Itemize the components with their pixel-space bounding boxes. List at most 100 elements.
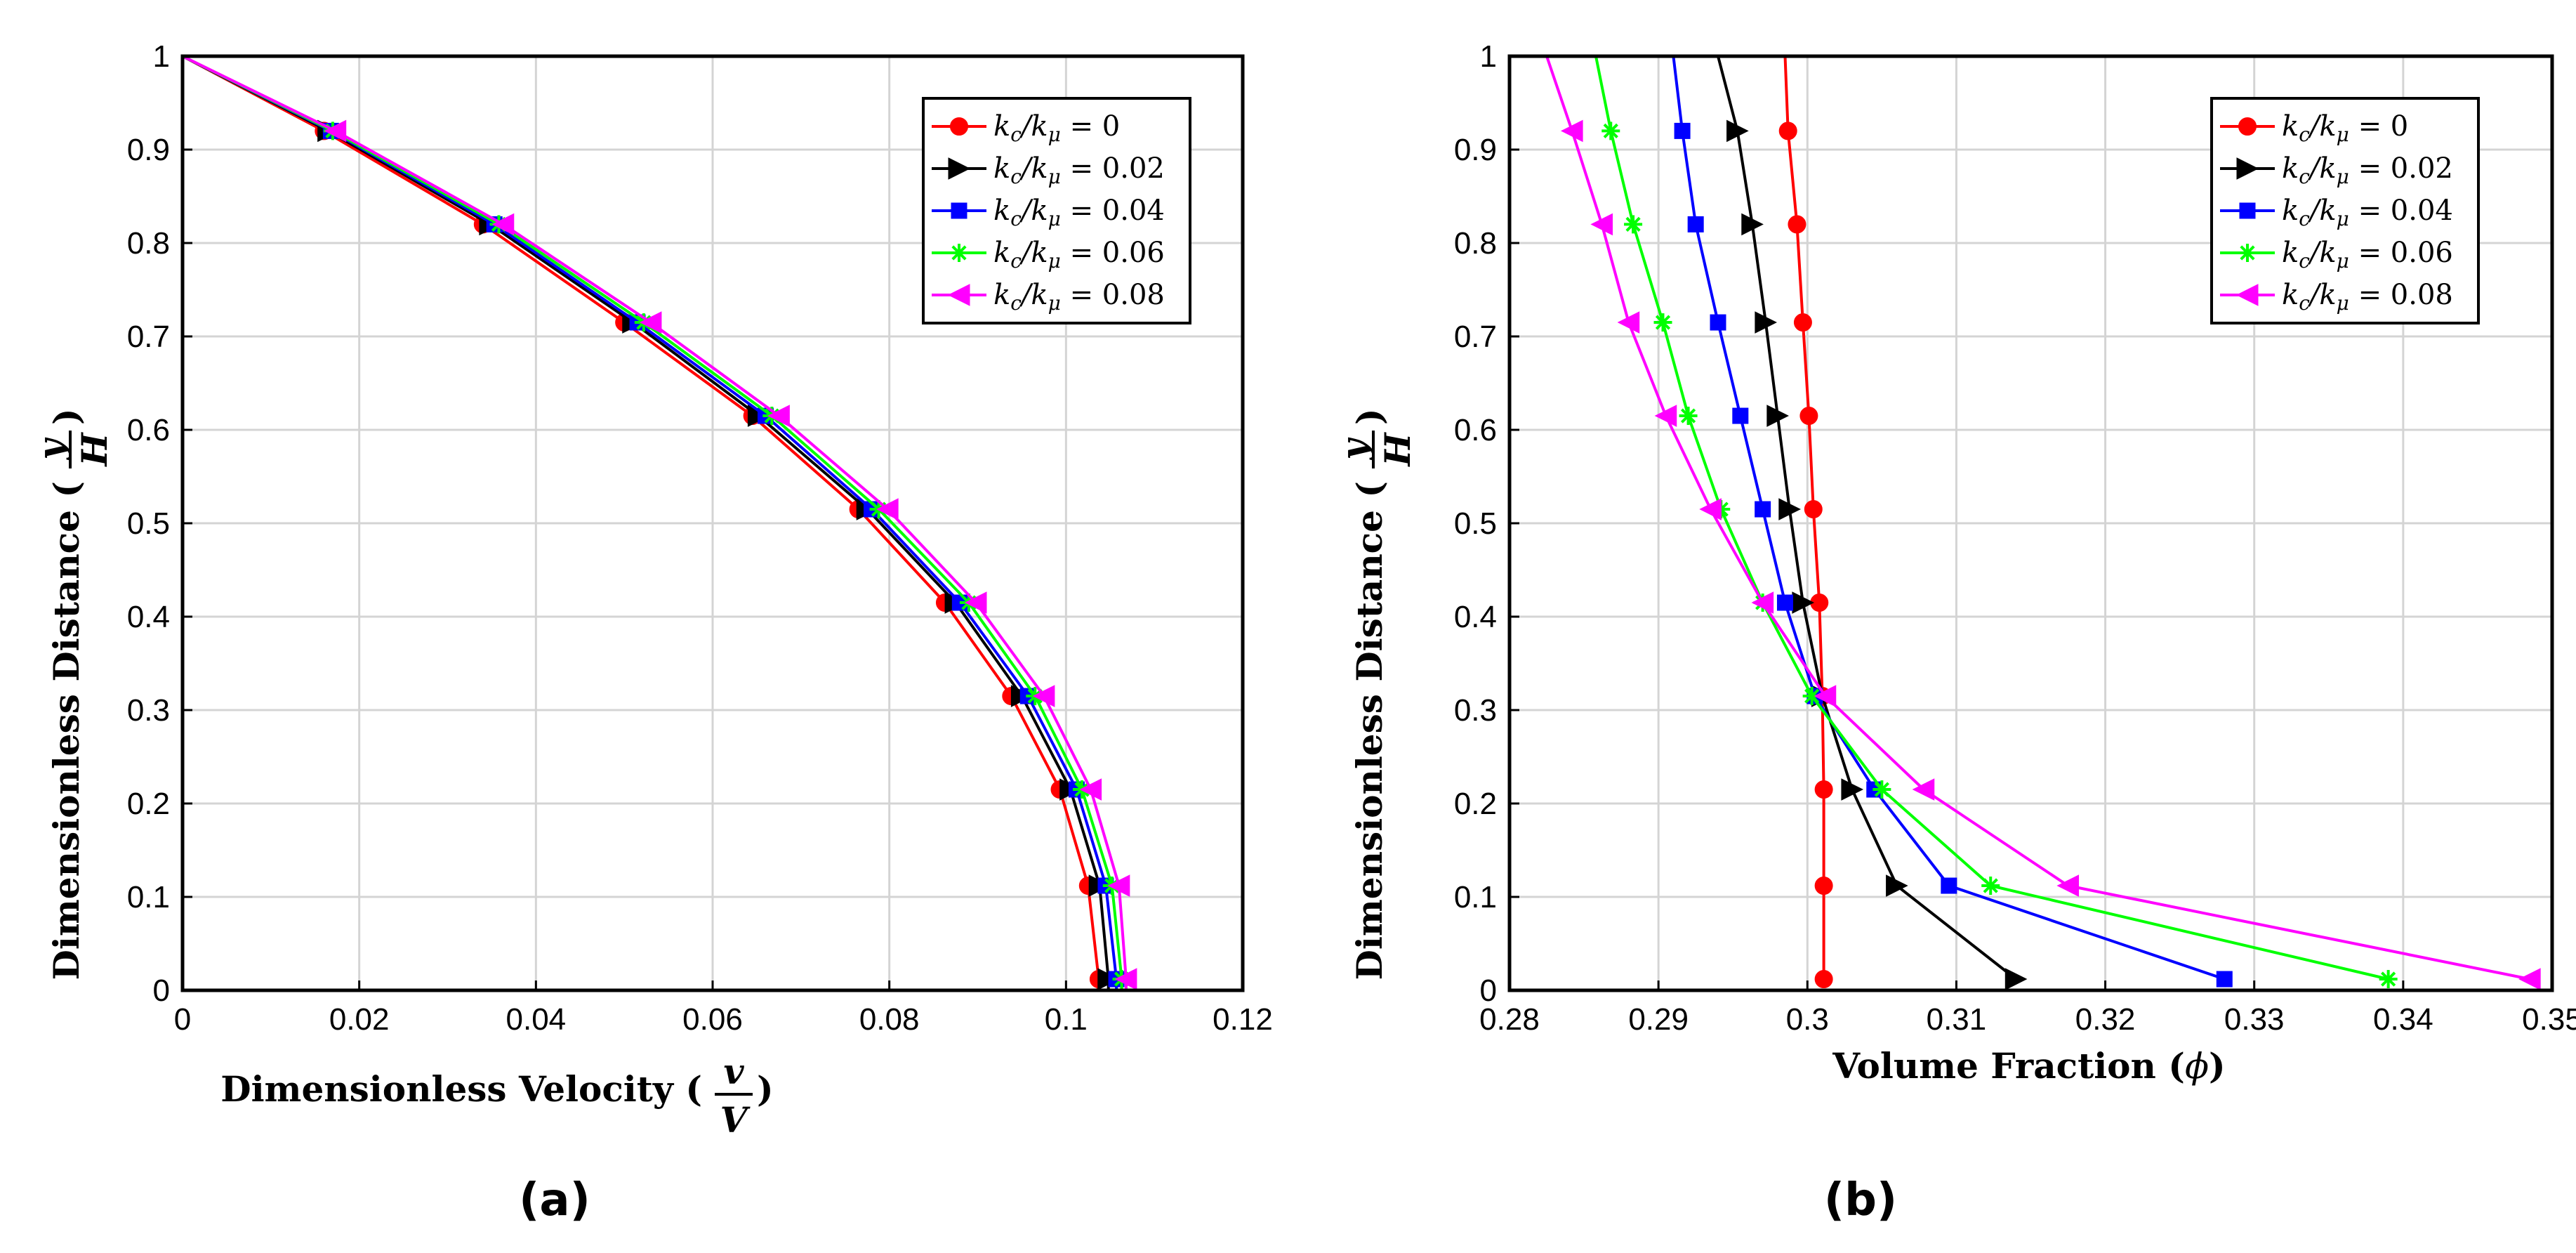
series-line-2 xyxy=(182,55,1118,990)
data-point xyxy=(1841,778,1864,801)
data-point xyxy=(639,311,662,334)
data-point xyxy=(1560,119,1583,143)
panel-label-b: (b) xyxy=(1824,1174,1897,1226)
data-point xyxy=(1814,685,1837,707)
data-point xyxy=(1674,122,1691,139)
chart-panel-a: 0 0.02 0.04 0.06 0.08 0.1 0.12 0 0.1 0.2 0.3 0.4 0.5… xyxy=(30,39,1273,1226)
data-point xyxy=(1732,407,1749,424)
y-tick-label: 0.4 xyxy=(127,600,170,634)
x-tick-label: 0 xyxy=(174,1002,191,1037)
svg-text:): ) xyxy=(757,1068,774,1110)
x-axis-label-a: Dimensionless Velocity ( xyxy=(220,1068,702,1110)
data-point xyxy=(324,119,347,143)
legend-entry-label: kc/kμ = 0 xyxy=(993,110,1120,146)
y-tick-label: 0.8 xyxy=(127,226,170,261)
data-point xyxy=(2216,971,2233,988)
y-tick-label: 0.6 xyxy=(127,413,170,447)
data-point xyxy=(1079,778,1102,801)
svg-text:Dimensionless Distance (: Dimensionless Distance ( xyxy=(46,481,87,980)
y-tick-label: 0.8 xyxy=(1454,226,1497,261)
x-tick-label: 0.29 xyxy=(1628,1002,1689,1037)
series-line-3 xyxy=(182,55,1123,990)
chart-panel-b: 0.28 0.29 0.3 0.31 0.32 0.33 0.34 0.3500.10.20.… xyxy=(1333,39,2576,1226)
legend-entry-label: kc/kμ = 0.08 xyxy=(2282,279,2453,315)
y-tick-label: 0.2 xyxy=(127,787,170,821)
legend-marker xyxy=(2239,202,2256,219)
x-tick-label: 0.12 xyxy=(1213,1002,1273,1037)
y-tick-label: 0.9 xyxy=(1454,133,1497,167)
y-tick-label: 0.5 xyxy=(1454,506,1497,541)
series-line-1 xyxy=(182,55,1110,990)
y-tick-label: 1 xyxy=(1480,39,1497,74)
x-tick-label: 0.34 xyxy=(2373,1002,2433,1037)
x-axis-label-b: Volume Fraction (ϕ) xyxy=(1832,1045,2225,1087)
y-tick-label: 0.9 xyxy=(127,133,170,167)
data-point xyxy=(1624,215,1643,234)
data-point xyxy=(2379,970,2398,989)
data-point xyxy=(1726,119,1749,143)
series-a xyxy=(182,55,1137,991)
data-point xyxy=(1814,877,1833,896)
data-point xyxy=(1107,874,1130,897)
data-point xyxy=(1814,780,1833,799)
y-tick-label: 0.1 xyxy=(127,880,170,914)
legend-marker xyxy=(2235,284,2259,306)
y-tick-label: 0.7 xyxy=(127,320,170,354)
legend-entry-label: kc/kμ = 0.02 xyxy=(993,152,1165,188)
data-point xyxy=(1617,311,1640,334)
legend-a: kc/kμ = 0 kc/kμ = 0.02 kc/kμ = 0.04 kc/kμ =… xyxy=(922,97,1191,324)
data-point xyxy=(1886,874,1908,897)
y-tick-label: 0.2 xyxy=(1454,787,1497,821)
svg-text:H: H xyxy=(74,432,115,468)
legend-marker xyxy=(950,244,968,262)
data-point xyxy=(491,213,515,236)
data-point xyxy=(1590,213,1613,236)
svg-text:): ) xyxy=(46,408,87,425)
svg-text:y: y xyxy=(1333,438,1375,461)
legend-marker xyxy=(2238,244,2257,262)
legend-entry-label: kc/kμ = 0.02 xyxy=(2282,152,2453,188)
legend-marker xyxy=(2236,157,2259,180)
legend-marker xyxy=(948,157,971,180)
x-tick-label: 0.1 xyxy=(1045,1002,1088,1037)
legend-marker xyxy=(951,202,967,219)
legend-entry-label: kc/kμ = 0.04 xyxy=(993,195,1165,230)
series-line-0 xyxy=(182,55,1100,991)
data-point xyxy=(1814,970,1833,989)
data-point xyxy=(1654,405,1677,427)
data-point xyxy=(1804,500,1823,519)
data-point xyxy=(2518,968,2541,990)
data-point xyxy=(1755,501,1771,518)
svg-text:): ) xyxy=(1349,408,1390,425)
ticks-a: 0 0.02 0.04 0.06 0.08 0.1 0.12 0 0.1 0.2 0.3 0.4 0.5… xyxy=(127,39,1273,1037)
ticks-b: 0.28 0.29 0.3 0.31 0.32 0.33 0.34 0.3500.10.20.… xyxy=(1454,39,2576,1037)
svg-text:y: y xyxy=(30,438,72,461)
legend-entry-label: kc/kμ = 0.06 xyxy=(2282,237,2453,273)
data-point xyxy=(1751,591,1774,614)
data-point xyxy=(1766,405,1789,427)
y-tick-label: 0.3 xyxy=(1454,693,1497,728)
x-axis-fraction-a: v V ) xyxy=(715,1051,774,1141)
y-tick-label: 0.4 xyxy=(1454,600,1497,634)
y-tick-label: 1 xyxy=(153,39,170,74)
series-b xyxy=(1545,55,2541,990)
data-point xyxy=(1687,216,1704,232)
legend-entry-label: kc/kμ = 0 xyxy=(2282,110,2408,146)
x-tick-label: 0.32 xyxy=(2075,1002,2136,1037)
x-tick-label: 0.28 xyxy=(1479,1002,1540,1037)
x-tick-label: 0.31 xyxy=(1927,1002,1987,1037)
data-point xyxy=(1793,313,1812,332)
data-point xyxy=(1788,215,1806,234)
svg-text:v: v xyxy=(723,1051,744,1092)
y-tick-label: 0.5 xyxy=(127,506,170,541)
legend-entry-label: kc/kμ = 0.04 xyxy=(2282,195,2453,230)
data-point xyxy=(1032,685,1055,707)
legend-entry-label: kc/kμ = 0.06 xyxy=(993,237,1165,273)
y-tick-label: 0.6 xyxy=(1454,413,1497,447)
y-tick-label: 0.3 xyxy=(127,693,170,728)
data-point xyxy=(1778,498,1801,520)
svg-text:Dimensionless Distance (: Dimensionless Distance ( xyxy=(1349,481,1390,980)
data-point xyxy=(964,591,987,614)
legend-marker xyxy=(950,117,968,136)
